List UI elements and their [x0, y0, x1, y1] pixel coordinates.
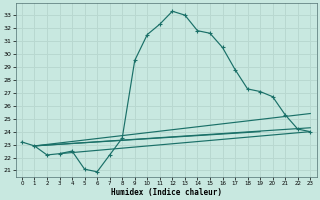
- X-axis label: Humidex (Indice chaleur): Humidex (Indice chaleur): [111, 188, 221, 197]
